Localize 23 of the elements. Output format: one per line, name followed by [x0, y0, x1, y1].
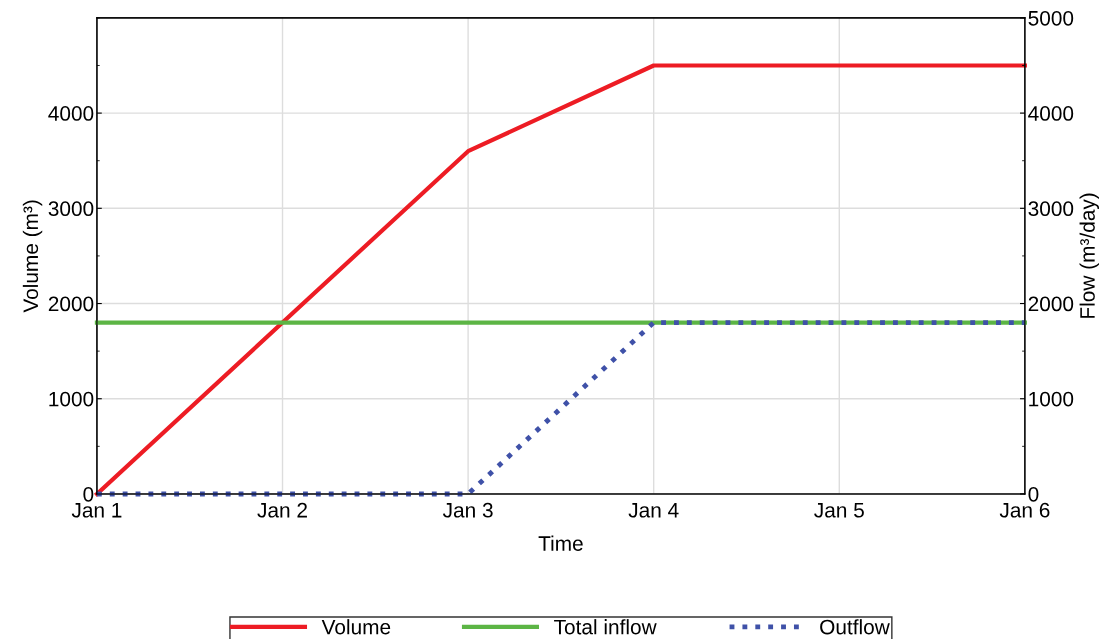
y-tick-label: 1000	[49, 391, 94, 407]
legend-label: Outflow	[820, 619, 890, 635]
y2-axis-title: Flow (m³/day)	[1079, 193, 1099, 318]
x-tick-label: Jan 3	[442, 502, 493, 518]
y2-tick-label: 4000	[1028, 106, 1074, 121]
x-tick-label: Jan 6	[999, 502, 1050, 518]
legend-label: Total inflow	[554, 619, 657, 635]
x-axis-title: Time	[538, 535, 583, 551]
y2-tick-label: 0	[1028, 486, 1039, 502]
y-tick-label: 4000	[48, 106, 94, 121]
x-tick-label: Jan 5	[814, 503, 864, 518]
x-tick-label: Jan 2	[257, 502, 307, 518]
x-tick-label: Jan 1	[71, 503, 122, 518]
y-tick-label: 0	[83, 486, 94, 502]
y2-tick-label: 3000	[1028, 201, 1074, 217]
y2-tick-label: 2000	[1028, 296, 1074, 312]
legend-label: Volume	[321, 619, 391, 635]
y2-tick-label: 5000	[1028, 10, 1074, 26]
y2-tick-label: 1000	[1029, 391, 1074, 407]
x-tick-label: Jan 4	[628, 503, 679, 518]
y-tick-label: 3000	[48, 201, 94, 217]
y-axis-title: Volume (m³)	[22, 200, 43, 313]
y-tick-label: 2000	[48, 296, 94, 312]
